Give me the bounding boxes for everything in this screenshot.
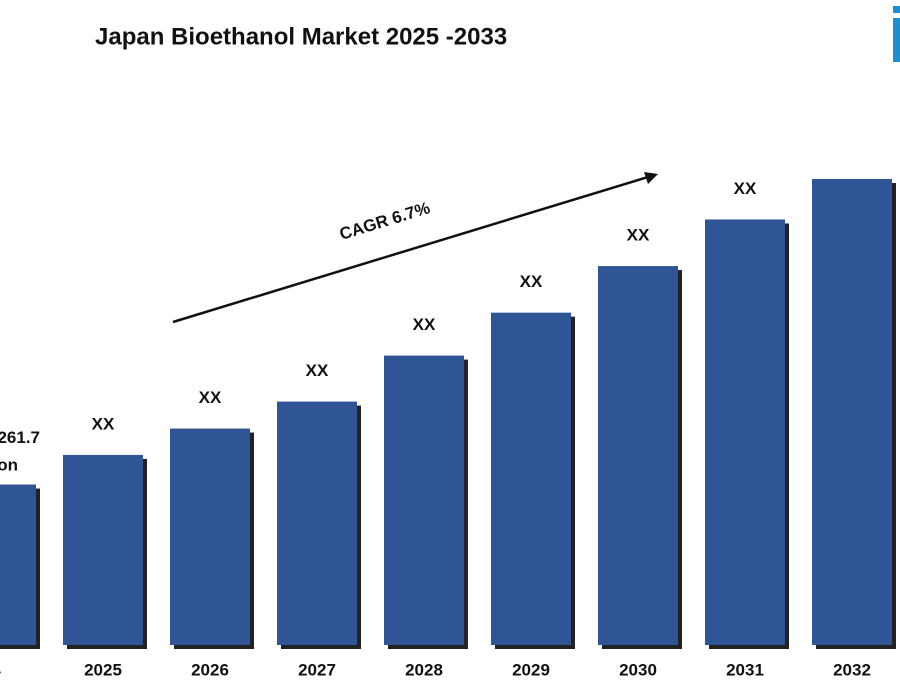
x-tick-label: 2028 (405, 660, 443, 679)
bar (384, 355, 464, 645)
bar (170, 428, 250, 645)
bar (63, 454, 143, 645)
bar (0, 484, 36, 645)
x-tick-label: 2027 (298, 660, 336, 679)
x-tick-label: 2026 (191, 660, 229, 679)
value-label: XX (413, 315, 436, 334)
value-label: XX (520, 272, 543, 291)
value-label: XX (199, 388, 222, 407)
bar (491, 312, 571, 645)
value-label: XX (306, 361, 329, 380)
x-tick-label: 2032 (833, 660, 871, 679)
value-label: XX (734, 179, 757, 198)
value-label: 261.7 (0, 428, 40, 447)
logo (893, 6, 900, 62)
bar (598, 266, 678, 645)
chart-title: Japan Bioethanol Market 2025 -2033 (95, 23, 507, 50)
bar (705, 219, 785, 645)
value-label: XX (627, 226, 650, 245)
x-tick-label: 2029 (512, 660, 550, 679)
value-label-unit: on (0, 455, 18, 474)
x-tick-label: 2031 (726, 660, 764, 679)
bar (812, 179, 892, 645)
x-tick-label: 2030 (619, 660, 657, 679)
x-tick-label: 4 (0, 660, 1, 679)
bar (277, 401, 357, 645)
value-label: XX (92, 414, 115, 433)
x-tick-label: 2025 (84, 660, 122, 679)
cagr-label: CAGR 6.7% (337, 198, 432, 244)
cagr-arrow (172, 172, 658, 324)
